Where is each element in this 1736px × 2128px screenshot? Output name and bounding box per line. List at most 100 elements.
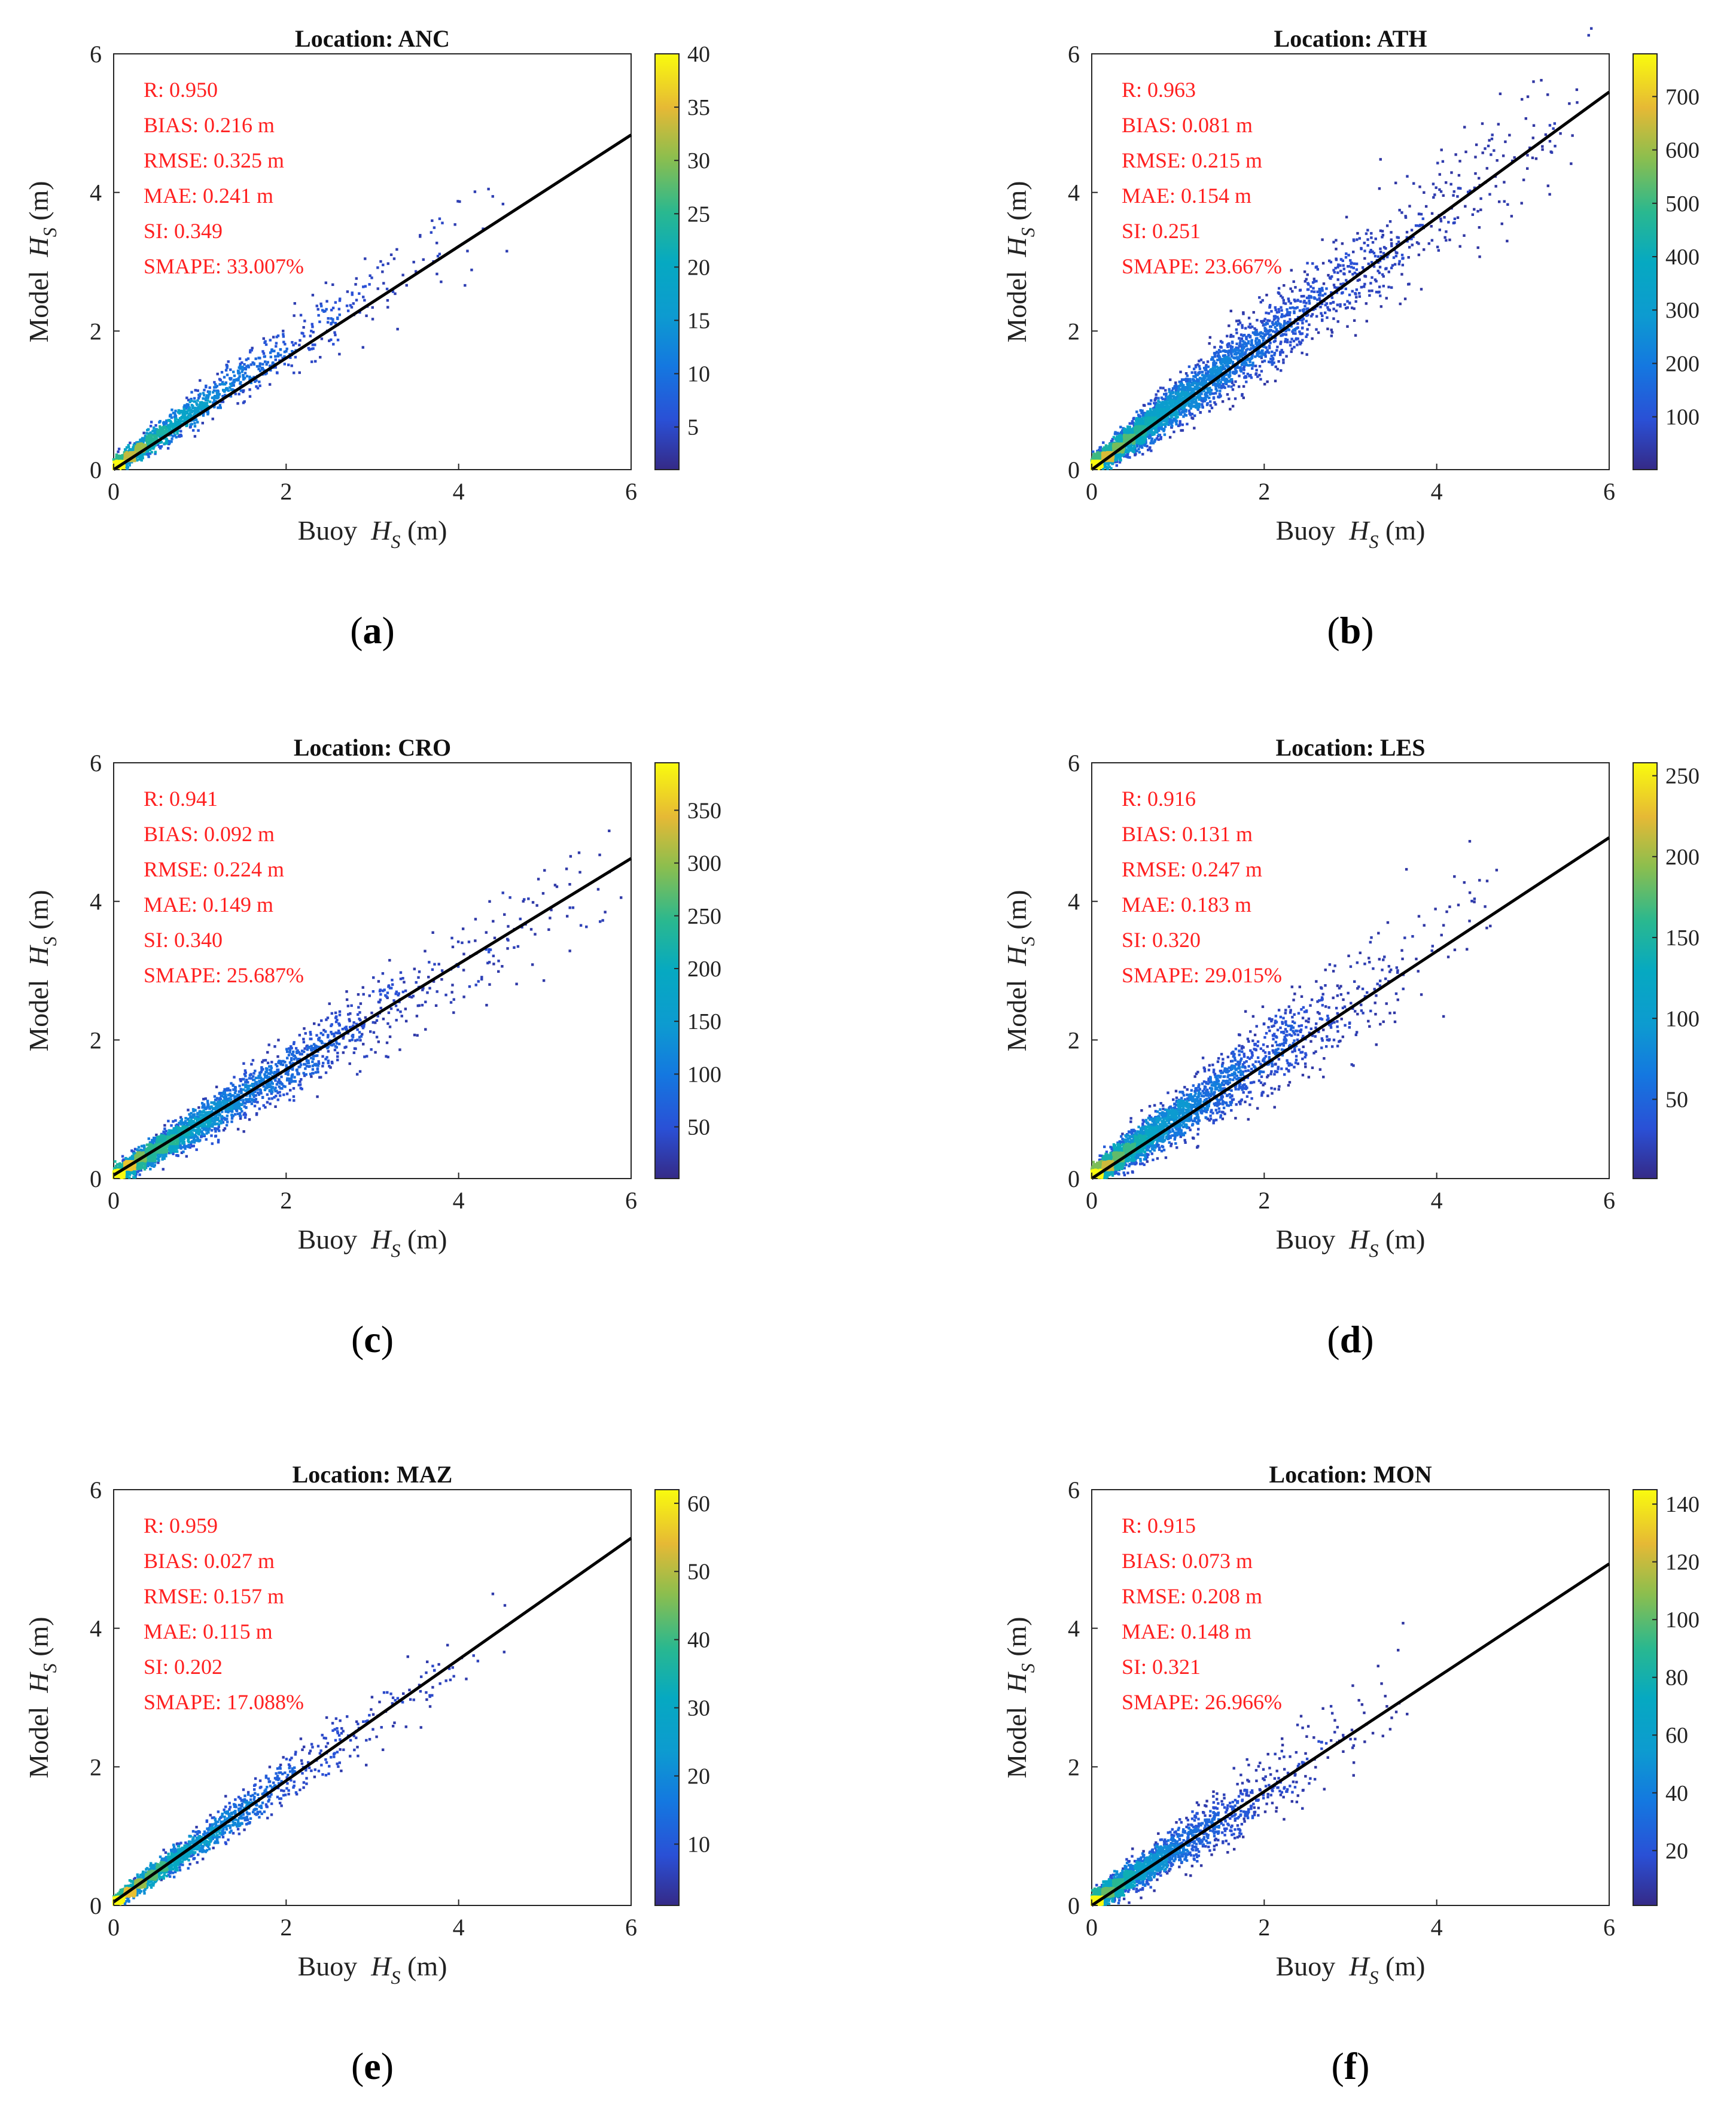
data-point <box>1121 437 1125 440</box>
data-point <box>1326 316 1329 319</box>
data-point <box>203 394 206 397</box>
data-point <box>154 424 157 427</box>
data-point <box>1175 419 1178 422</box>
data-point <box>1135 445 1139 448</box>
data-point <box>1256 354 1259 357</box>
data-point <box>1114 431 1117 434</box>
data-point <box>1212 397 1216 400</box>
data-point <box>1177 392 1180 395</box>
data-point <box>1381 236 1384 239</box>
data-point <box>177 418 180 422</box>
data-point <box>1314 297 1317 300</box>
data-point <box>1346 306 1349 309</box>
data-point <box>1198 379 1201 382</box>
data-point <box>117 447 121 450</box>
data-point <box>219 379 222 382</box>
data-point <box>1371 250 1374 253</box>
data-point <box>456 200 459 203</box>
data-point <box>1161 397 1164 401</box>
data-point <box>1548 139 1552 143</box>
data-point <box>1202 379 1205 382</box>
data-point <box>1178 396 1181 400</box>
data-point <box>1418 212 1421 215</box>
data-point <box>1390 244 1393 248</box>
data-point <box>1178 420 1181 423</box>
data-point <box>1269 357 1272 361</box>
data-point <box>1096 455 1100 458</box>
data-point <box>1220 346 1223 349</box>
data-point <box>1150 440 1153 443</box>
data-point <box>1231 388 1235 391</box>
data-point <box>1318 294 1321 297</box>
data-point <box>154 452 157 455</box>
data-point <box>1400 254 1404 257</box>
data-point <box>1150 428 1153 431</box>
data-point <box>164 433 167 436</box>
data-point <box>1271 360 1274 363</box>
data-point <box>1165 416 1168 419</box>
data-point <box>322 310 325 313</box>
data-point <box>1312 290 1316 293</box>
data-point <box>1266 350 1269 354</box>
data-point <box>193 400 196 403</box>
data-point <box>1172 411 1175 414</box>
colorbar-tick-label: 40 <box>687 42 710 67</box>
data-point <box>1404 216 1408 219</box>
data-point <box>1256 375 1259 378</box>
x-axis-label: Buoy HS (m) <box>298 515 447 552</box>
data-point <box>128 461 131 464</box>
data-point <box>1162 411 1165 415</box>
data-point <box>1345 279 1348 282</box>
data-point <box>1201 400 1204 403</box>
data-point <box>1217 351 1220 355</box>
data-point <box>159 440 162 443</box>
data-point <box>1335 248 1338 251</box>
data-point <box>1120 453 1123 456</box>
data-point <box>1272 340 1276 343</box>
data-point <box>1143 427 1146 430</box>
data-point <box>1441 160 1445 163</box>
data-point <box>1228 376 1231 379</box>
data-point <box>204 398 208 401</box>
data-point <box>1232 383 1235 386</box>
data-point <box>1260 349 1263 352</box>
data-point <box>1187 409 1191 412</box>
data-point <box>159 430 162 433</box>
data-point <box>230 384 233 387</box>
data-point <box>1473 186 1476 190</box>
data-point <box>1316 298 1319 302</box>
data-point <box>1126 444 1129 447</box>
data-point <box>1198 360 1201 363</box>
data-point <box>150 421 153 424</box>
data-point <box>334 321 337 325</box>
data-point <box>1092 455 1096 458</box>
data-point <box>165 422 168 425</box>
data-point <box>1168 390 1171 394</box>
data-point <box>330 338 333 342</box>
data-point <box>1256 352 1259 356</box>
data-point <box>1259 343 1262 346</box>
data-point <box>1206 402 1209 405</box>
data-point <box>1158 433 1161 437</box>
data-point <box>1321 289 1324 292</box>
data-point <box>145 453 148 456</box>
data-point <box>1108 446 1111 449</box>
data-point <box>237 366 240 369</box>
data-point <box>1315 328 1318 331</box>
data-point <box>145 435 149 438</box>
data-point <box>1192 379 1196 382</box>
data-point <box>1281 296 1284 299</box>
data-point <box>1496 159 1499 162</box>
data-point <box>214 383 217 386</box>
data-point <box>1193 401 1196 404</box>
data-point <box>1406 175 1409 178</box>
data-point <box>208 386 211 389</box>
data-point <box>1256 345 1259 348</box>
data-point <box>1164 397 1167 400</box>
data-point <box>1103 447 1107 450</box>
data-point <box>123 464 126 467</box>
data-point <box>1400 211 1403 214</box>
data-point <box>230 388 233 391</box>
data-point <box>208 400 212 403</box>
data-point <box>1295 327 1298 330</box>
